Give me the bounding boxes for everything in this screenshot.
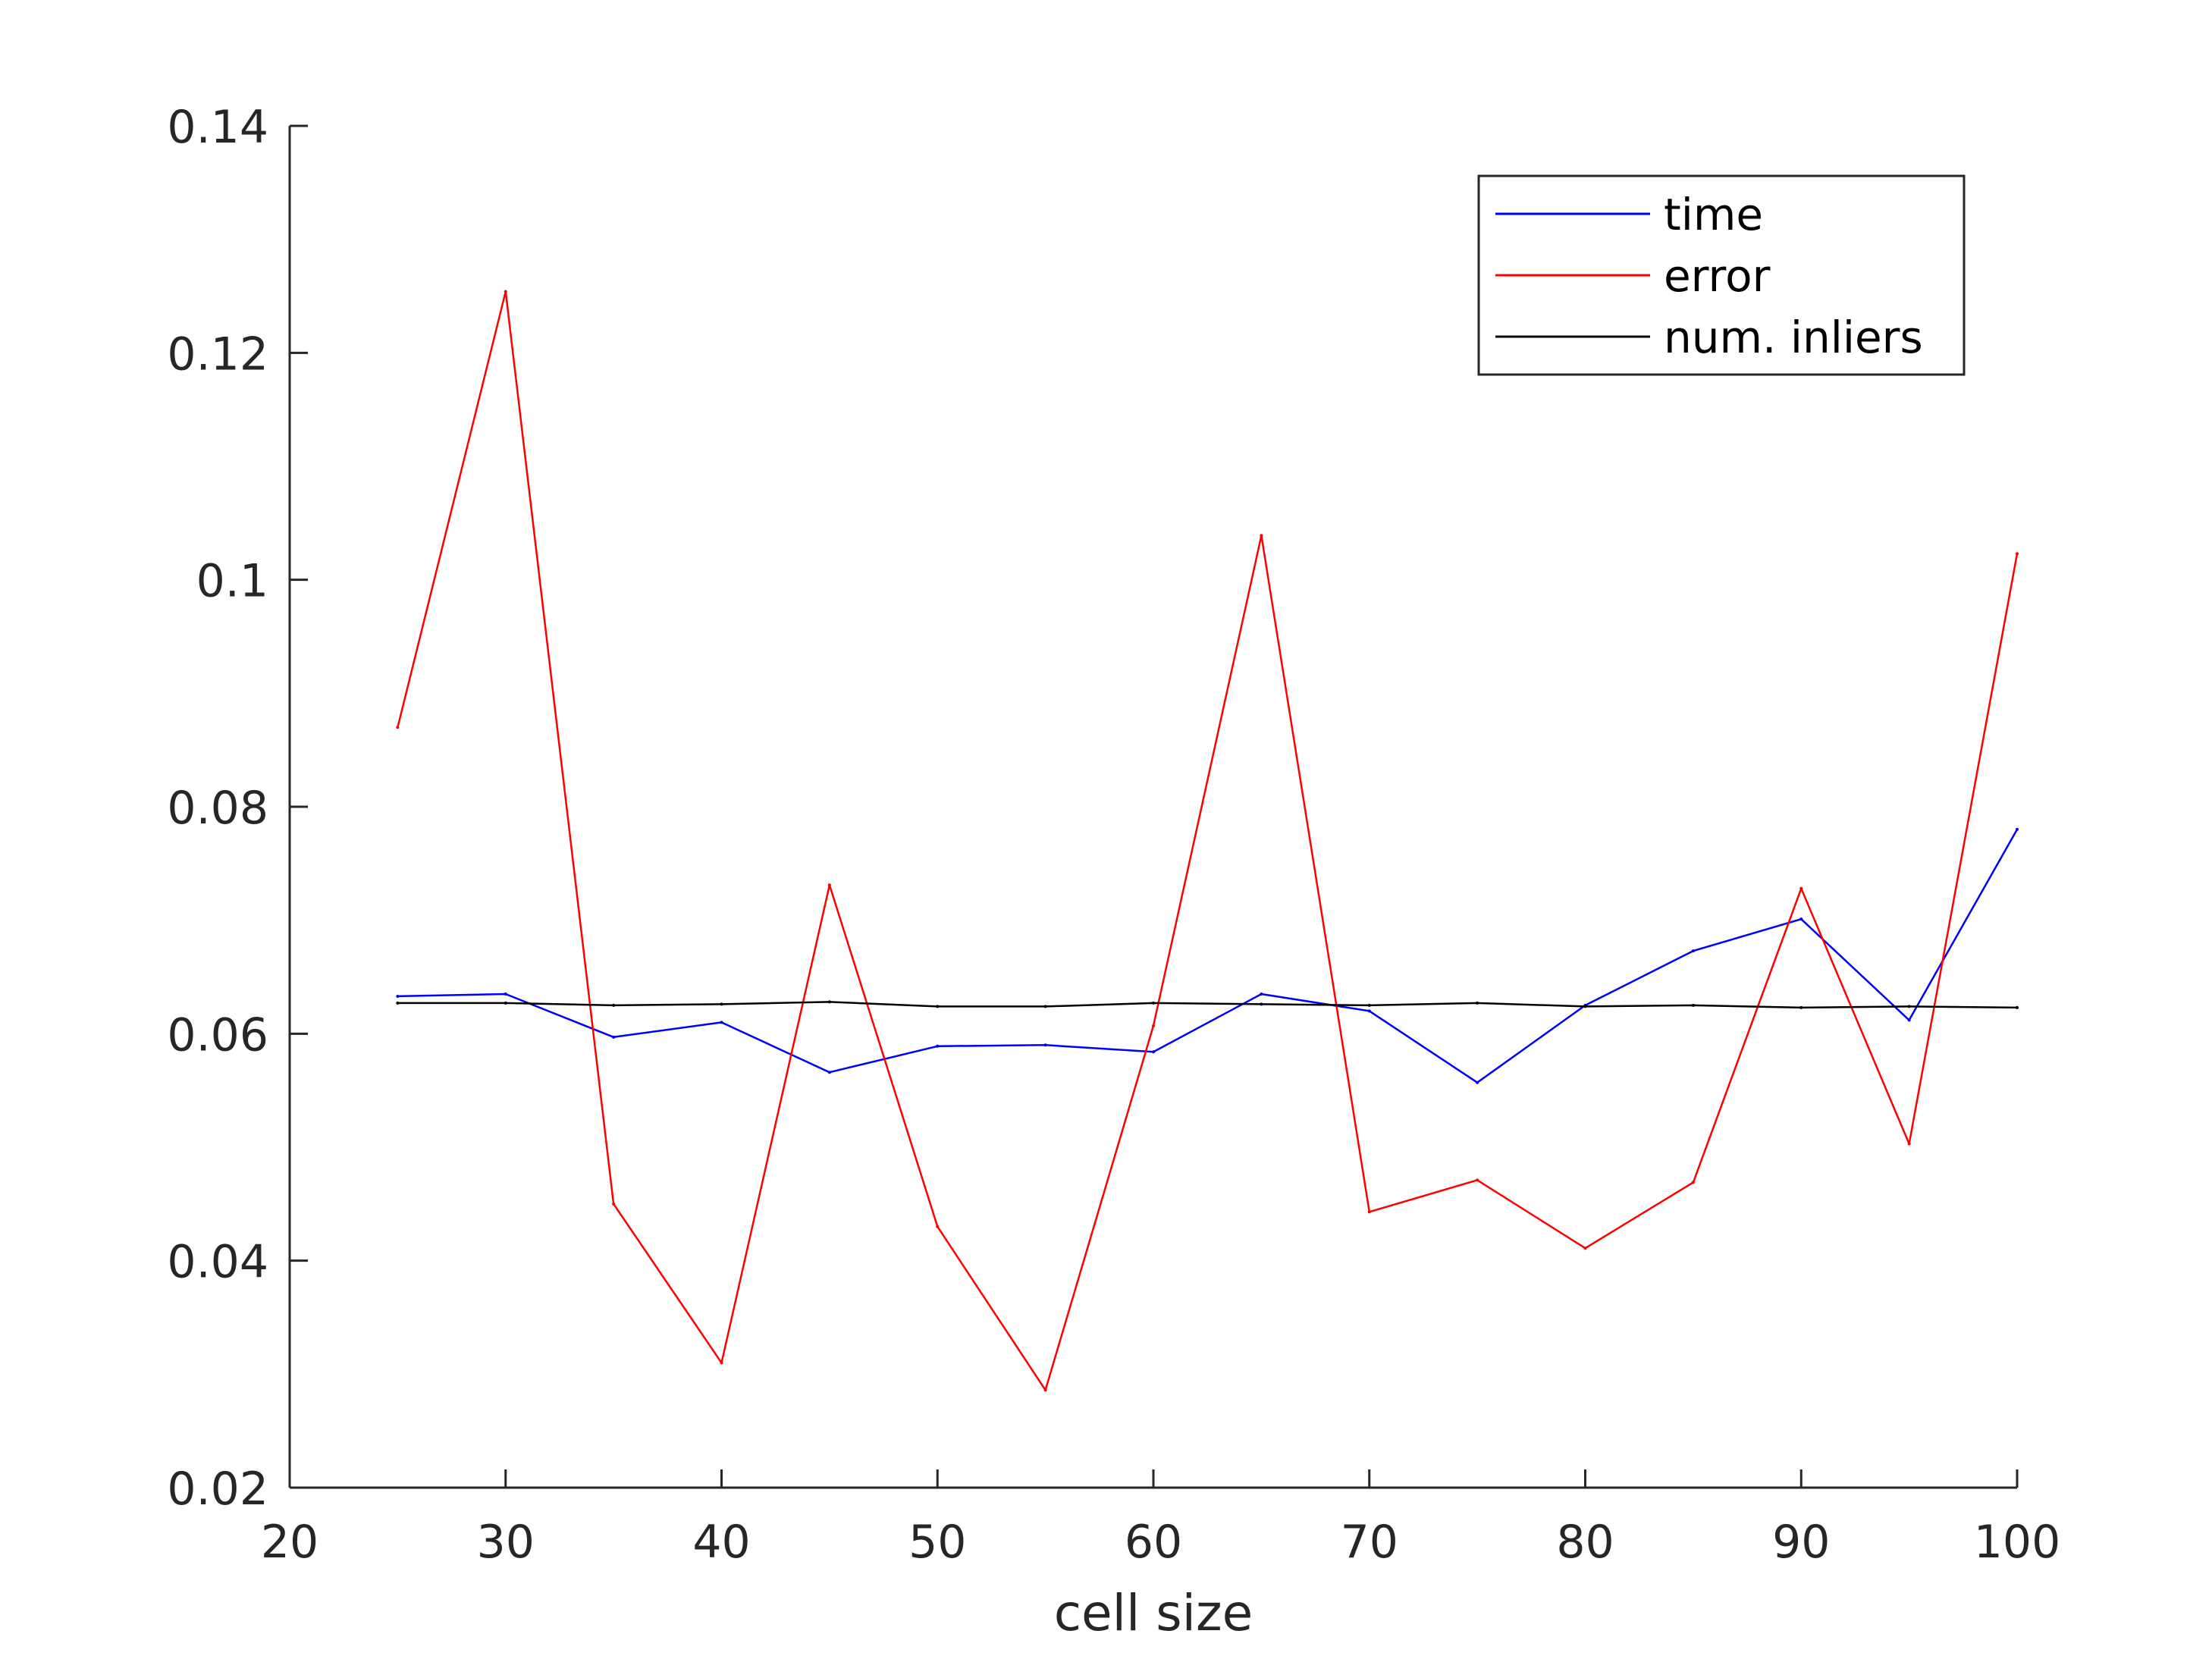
data-point-num-inliers bbox=[827, 1000, 831, 1004]
data-point-num-inliers bbox=[612, 1003, 616, 1007]
data-point-time bbox=[504, 992, 507, 996]
y-tick-label: 0.06 bbox=[167, 1008, 268, 1062]
data-point-num-inliers bbox=[1367, 1003, 1371, 1007]
axes: 20 30 40 50 60 70 80 90 100 0.02 0.04 0.06 0.08 0.1 0.… bbox=[167, 101, 2060, 1569]
data-point-time bbox=[1043, 1043, 1047, 1047]
y-tick-label: 0.1 bbox=[196, 555, 268, 608]
data-point-time bbox=[936, 1044, 940, 1048]
data-point-error bbox=[2016, 552, 2019, 556]
data-point-error bbox=[1043, 1388, 1047, 1392]
x-tick-label: 80 bbox=[1556, 1516, 1614, 1569]
x-tick-label: 90 bbox=[1772, 1516, 1830, 1569]
y-tick-label: 0.02 bbox=[167, 1463, 268, 1516]
data-point-error bbox=[720, 1361, 723, 1365]
data-point-time bbox=[612, 1035, 616, 1039]
y-tick-label: 0.04 bbox=[167, 1236, 268, 1289]
y-tick-label: 0.14 bbox=[167, 101, 268, 154]
data-point-num-inliers bbox=[396, 1001, 400, 1005]
x-axis-label: cell size bbox=[1054, 1584, 1253, 1642]
x-tick-label: 100 bbox=[1974, 1516, 2061, 1569]
data-point-error bbox=[1583, 1247, 1587, 1250]
series-line-time bbox=[397, 829, 2019, 1084]
data-point-error bbox=[1152, 1024, 1155, 1027]
data-point-error bbox=[504, 290, 507, 293]
x-tick-label: 30 bbox=[477, 1516, 535, 1569]
data-point-time bbox=[720, 1021, 723, 1024]
x-tick-label: 40 bbox=[692, 1516, 750, 1569]
data-point-time bbox=[1367, 1009, 1371, 1013]
data-point-time bbox=[1152, 1050, 1155, 1054]
plot-area bbox=[396, 290, 2019, 1392]
data-point-error bbox=[396, 726, 400, 729]
y-tick-label: 0.08 bbox=[167, 782, 268, 835]
series-line-error bbox=[397, 290, 2019, 1391]
legend-label: num. inliers bbox=[1664, 312, 1923, 363]
data-point-error bbox=[936, 1225, 940, 1228]
x-tick-label: 20 bbox=[261, 1516, 318, 1569]
data-point-num-inliers bbox=[1907, 1005, 1911, 1008]
data-point-time bbox=[1907, 1018, 1911, 1022]
data-point-error bbox=[1367, 1210, 1371, 1214]
data-point-num-inliers bbox=[1152, 1001, 1155, 1005]
data-point-num-inliers bbox=[1260, 1002, 1263, 1006]
data-point-time bbox=[1799, 917, 1803, 921]
data-point-num-inliers bbox=[720, 1002, 723, 1006]
y-tick-label: 0.12 bbox=[167, 328, 268, 381]
legend-label: time bbox=[1664, 189, 1763, 240]
series-line-num-inliers bbox=[397, 1001, 2018, 1009]
data-point-time bbox=[827, 1071, 831, 1074]
data-point-num-inliers bbox=[1799, 1005, 1803, 1009]
x-tick-label: 60 bbox=[1125, 1516, 1182, 1569]
legend-label: error bbox=[1664, 250, 1771, 302]
data-point-time bbox=[1260, 992, 1263, 996]
data-point-error bbox=[1260, 534, 1263, 538]
data-point-error bbox=[827, 883, 831, 887]
data-point-num-inliers bbox=[936, 1005, 940, 1008]
data-point-error bbox=[1799, 886, 1803, 890]
data-point-num-inliers bbox=[1043, 1005, 1047, 1008]
x-tick-label: 70 bbox=[1341, 1516, 1398, 1569]
data-point-num-inliers bbox=[2016, 1005, 2019, 1009]
data-point-time bbox=[396, 994, 400, 998]
data-point-time bbox=[2016, 827, 2019, 831]
data-point-time bbox=[1476, 1080, 1479, 1084]
data-point-num-inliers bbox=[1476, 1001, 1479, 1005]
data-point-error bbox=[612, 1202, 616, 1206]
data-point-num-inliers bbox=[504, 1001, 507, 1005]
data-point-num-inliers bbox=[1691, 1003, 1695, 1007]
data-point-error bbox=[1691, 1181, 1695, 1184]
x-tick-label: 50 bbox=[908, 1516, 966, 1569]
data-point-time bbox=[1691, 949, 1695, 953]
data-point-error bbox=[1476, 1178, 1479, 1182]
data-point-error bbox=[1907, 1142, 1911, 1146]
legend: time error num. inliers bbox=[1477, 174, 1966, 376]
data-point-num-inliers bbox=[1583, 1005, 1587, 1008]
